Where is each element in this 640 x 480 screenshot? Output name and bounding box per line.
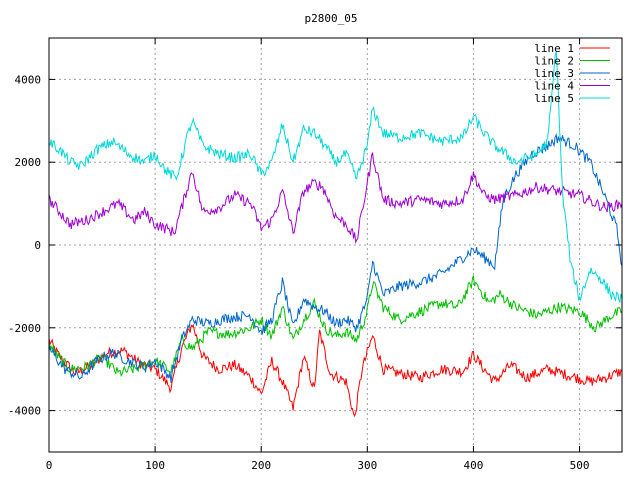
series-line-2 bbox=[48, 275, 623, 378]
y-tick-label: -4000 bbox=[8, 405, 41, 418]
series-line-3 bbox=[48, 133, 623, 383]
x-axis: 0 100 200 300 400 500 bbox=[46, 38, 590, 472]
x-tick-label: 200 bbox=[251, 459, 271, 472]
y-tick-label: 0 bbox=[34, 239, 41, 252]
series-line-5 bbox=[48, 51, 623, 304]
series-line-1 bbox=[48, 323, 623, 418]
x-tick-label: 100 bbox=[145, 459, 165, 472]
legend-label-4: line 4 bbox=[534, 80, 574, 93]
legend-label-2: line 2 bbox=[534, 55, 574, 68]
x-tick-label: 300 bbox=[357, 459, 377, 472]
x-tick-label: 400 bbox=[464, 459, 484, 472]
chart-title: p2800_05 bbox=[305, 12, 358, 25]
legend-label-3: line 3 bbox=[534, 67, 574, 80]
y-axis: -4000 -2000 0 2000 4000 bbox=[8, 73, 622, 418]
y-tick-label: 2000 bbox=[15, 156, 42, 169]
y-tick-label: 4000 bbox=[15, 73, 42, 86]
x-tick-label: 500 bbox=[570, 459, 590, 472]
legend-label-1: line 1 bbox=[534, 42, 574, 55]
legend-label-5: line 5 bbox=[534, 92, 574, 105]
y-tick-label: -2000 bbox=[8, 322, 41, 335]
series-line-4 bbox=[48, 152, 623, 245]
x-tick-label: 0 bbox=[46, 459, 53, 472]
series-group bbox=[48, 51, 623, 418]
